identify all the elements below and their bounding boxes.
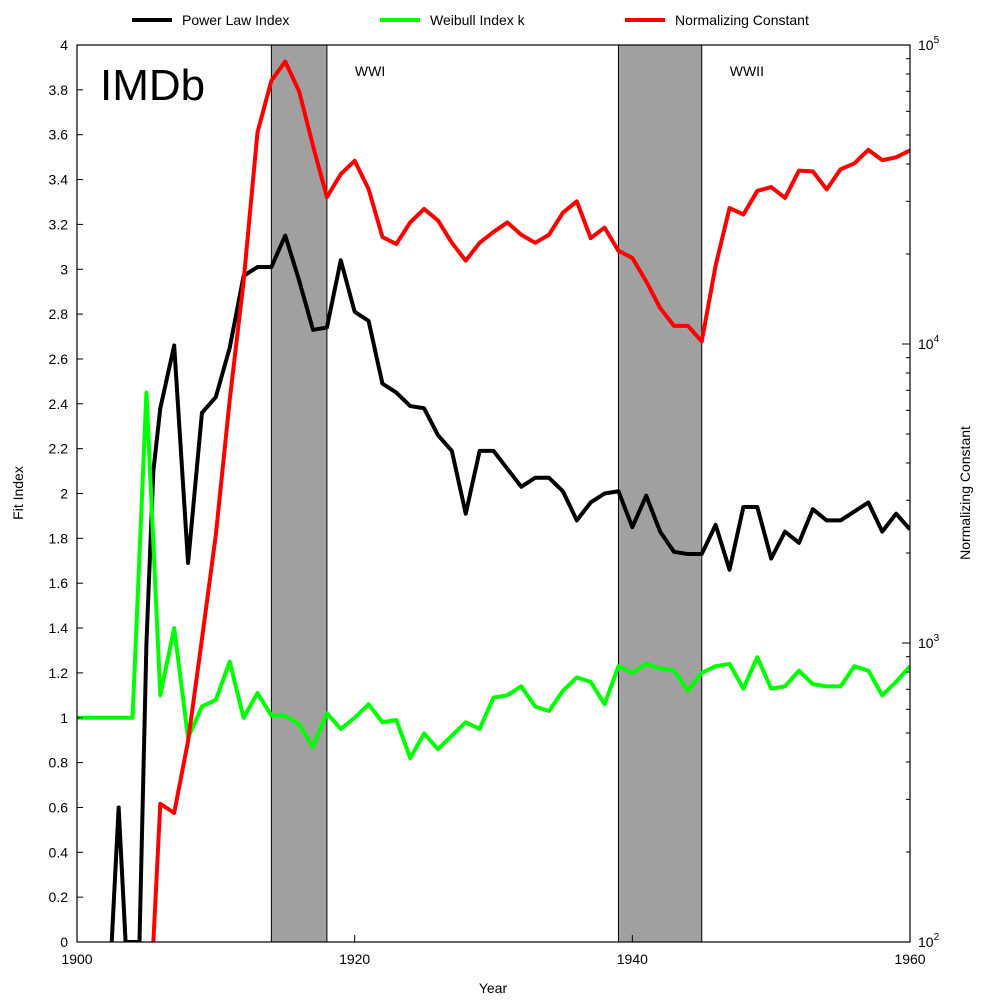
shaded-periods: WWI WWII: [270, 44, 764, 943]
y-right-tick-base: 10: [918, 336, 934, 352]
x-axis-title: Year: [479, 980, 508, 996]
y-right-tick-base: 10: [918, 934, 934, 950]
y-right-tick-exponent: 2: [934, 932, 940, 943]
legend-label: Normalizing Constant: [675, 12, 809, 28]
y-right-tick-exponent: 3: [934, 633, 940, 644]
series-line: [151, 59, 910, 942]
y-right-tick-label: 103: [918, 633, 940, 651]
shaded-period-label: WWII: [730, 63, 764, 79]
y-left-tick-label: 3.4: [49, 172, 69, 188]
y-left-tick-label: 0.6: [49, 799, 69, 815]
shaded-period-band: [617, 44, 703, 943]
y-right-tick-base: 10: [918, 37, 934, 53]
y-left-tick-label: 2.6: [49, 351, 69, 367]
y-left-tick-label: 2.4: [49, 396, 69, 412]
y-left-tick-label: 1.6: [49, 575, 69, 591]
y-right-tick-label: 102: [918, 932, 940, 950]
y-right-tick-label: 104: [918, 334, 940, 352]
y-left-tick-label: 2: [60, 486, 68, 502]
y-right-tick-exponent: 4: [934, 334, 940, 345]
y-left-tick-label: 0.8: [49, 755, 69, 771]
y-left-tick-label: 1.2: [49, 665, 69, 681]
y-left-tick-label: 3: [60, 261, 68, 277]
y-left-tick-label: 4: [60, 37, 68, 53]
y-left-tick-label: 3.2: [49, 216, 69, 232]
y-left-tick-label: 0.4: [49, 844, 69, 860]
x-tick-label: 1900: [61, 951, 92, 967]
series-line: [109, 233, 910, 942]
panel-label: IMDb: [100, 61, 205, 110]
y-left-tick-label: 1: [60, 710, 68, 726]
series-layer: [77, 59, 910, 942]
x-tick-label: 1940: [617, 951, 648, 967]
series-line: [77, 390, 910, 761]
y-axis-left-title: Fit Index: [10, 466, 26, 520]
shaded-period-band: [270, 44, 328, 943]
y-left-tick-label: 2.2: [49, 441, 69, 457]
shaded-period-label: WWI: [355, 63, 385, 79]
y-left-tick-label: 0: [60, 934, 68, 950]
y-left-tick-label: 0.2: [49, 889, 69, 905]
x-tick-label: 1960: [894, 951, 925, 967]
y-left-tick-label: 1.4: [49, 620, 69, 636]
y-right-tick-label: 105: [918, 35, 940, 53]
x-tick-label: 1920: [339, 951, 370, 967]
y-axis-right-title: Normalizing Constant: [957, 426, 973, 560]
y-left-tick-label: 2.8: [49, 306, 69, 322]
y-left-tick-label: 3.6: [49, 127, 69, 143]
legend-label: Power Law Index: [182, 12, 289, 28]
y-left-tick-label: 3.8: [49, 82, 69, 98]
y-right-tick-exponent: 5: [934, 35, 940, 46]
y-right-tick-base: 10: [918, 635, 934, 651]
legend: Power Law Index Weibull Index k Normalizin…: [132, 12, 809, 28]
axis-ticks: 0 0.2 0.4 0.6 0.8 1 1.2 1.4 1.6 1.8 2 2.2 2.4 2.6 2.8 3…: [49, 35, 940, 967]
y-left-tick-label: 1.8: [49, 530, 69, 546]
legend-label: Weibull Index k: [430, 12, 526, 28]
